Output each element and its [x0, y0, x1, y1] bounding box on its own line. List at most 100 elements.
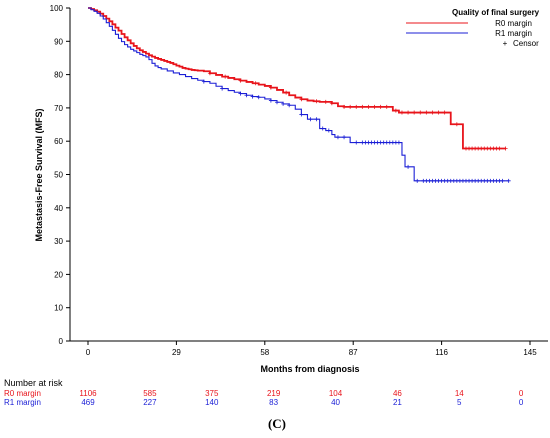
series-layer — [88, 7, 509, 182]
risk-count: 46 — [393, 389, 402, 398]
censor-mark — [256, 95, 261, 100]
censor-mark — [253, 81, 258, 86]
legend-censor-label: Censor — [513, 39, 539, 48]
censor-mark — [354, 140, 359, 145]
legend-label-r0: R0 margin — [495, 19, 532, 28]
censor-mark — [406, 164, 411, 169]
censor-mark — [281, 101, 286, 106]
y-tick-label: 90 — [54, 37, 63, 46]
risk-count: 104 — [329, 389, 343, 398]
censor-mark — [268, 85, 273, 90]
censor-mark — [314, 99, 319, 104]
y-tick-label: 70 — [54, 104, 63, 113]
censor-mark — [497, 146, 502, 151]
censor-mark — [396, 140, 401, 145]
y-tick-label: 30 — [54, 237, 63, 246]
censor-mark — [412, 110, 417, 115]
y-tick-label: 40 — [54, 204, 63, 213]
censor-mark — [406, 110, 411, 115]
censor-mark — [393, 108, 398, 113]
censor-mark — [326, 128, 331, 133]
censor-mark — [201, 79, 206, 84]
censor-mark — [238, 91, 243, 96]
x-tick-label: 87 — [349, 348, 358, 357]
x-tick-label: 145 — [523, 348, 537, 357]
censor-mark — [442, 110, 447, 115]
censor-mark — [415, 178, 420, 183]
censor-mark — [284, 90, 289, 95]
y-tick-label: 10 — [54, 304, 63, 313]
censor-mark — [418, 110, 423, 115]
y-tick-label: 50 — [54, 171, 63, 180]
censor-mark — [506, 178, 511, 183]
axes: 0 10 20 30 40 50 60 70 80 90 100 0 29 58 87 116 145 — [50, 4, 548, 357]
risk-count: 469 — [81, 398, 95, 407]
x-tick-label: 29 — [172, 348, 181, 357]
risk-count: 227 — [143, 398, 157, 407]
censor-mark — [329, 101, 334, 106]
censor-mark — [372, 104, 377, 109]
y-tick-label: 0 — [59, 337, 64, 346]
censor-mark — [220, 86, 225, 91]
y-tick-label: 100 — [50, 4, 64, 13]
censor-mark — [314, 117, 319, 122]
risk-table-rows: R0 margin 1106 585 375 219 104 46 14 0 R1 margin 4… — [4, 389, 524, 407]
censor-mark — [360, 104, 365, 109]
legend-censor-symbol: + — [503, 39, 508, 48]
censor-mark — [320, 126, 325, 131]
censor-mark — [503, 146, 508, 151]
censor-mark — [436, 110, 441, 115]
legend-label-r1: R1 margin — [495, 29, 532, 38]
censor-mark — [287, 103, 292, 108]
censor-layer — [201, 71, 511, 183]
risk-count: 83 — [269, 398, 278, 407]
risk-count: 140 — [205, 398, 219, 407]
risk-count: 0 — [519, 398, 524, 407]
censor-mark — [378, 104, 383, 109]
risk-table: Number at risk R0 margin 1106 585 375 219 104… — [4, 378, 524, 407]
x-tick-label: 116 — [435, 348, 448, 357]
risk-count: 5 — [457, 398, 462, 407]
y-tick-label: 60 — [54, 137, 63, 146]
risk-count: 585 — [143, 389, 157, 398]
series-line-r0-margin — [88, 7, 506, 150]
x-axis-title: Months from diagnosis — [261, 364, 360, 374]
y-tick-label: 80 — [54, 71, 63, 80]
risk-count: 1106 — [79, 389, 97, 398]
censor-mark — [335, 135, 340, 140]
censor-mark — [308, 117, 313, 122]
censor-mark — [500, 178, 505, 183]
censor-mark — [342, 104, 347, 109]
risk-count: 219 — [267, 389, 281, 398]
censor-mark — [238, 78, 243, 83]
censor-mark — [268, 98, 273, 103]
censor-mark — [354, 104, 359, 109]
censor-mark — [430, 110, 435, 115]
censor-mark — [299, 112, 304, 117]
censor-mark — [274, 100, 279, 105]
censor-mark — [207, 71, 212, 76]
censor-mark — [342, 135, 347, 140]
risk-count: 40 — [331, 398, 340, 407]
legend: Quality of final surgery R0 margin R1 ma… — [406, 8, 540, 48]
risk-row-label: R1 margin — [4, 398, 41, 407]
x-tick-label: 0 — [86, 348, 91, 357]
risk-table-title: Number at risk — [4, 378, 63, 388]
risk-count: 375 — [205, 389, 219, 398]
censor-mark — [250, 94, 255, 99]
y-tick-label: 20 — [54, 270, 63, 279]
series-line-r1-margin — [88, 7, 509, 182]
censor-mark — [424, 110, 429, 115]
censor-mark — [223, 74, 228, 79]
x-axis-ticks: 0 29 58 87 116 145 — [86, 341, 537, 357]
censor-mark — [244, 93, 249, 98]
risk-count: 0 — [519, 389, 524, 398]
censor-mark — [366, 104, 371, 109]
y-axis-ticks: 0 10 20 30 40 50 60 70 80 90 100 — [50, 4, 70, 346]
censor-mark — [454, 122, 459, 127]
x-tick-label: 58 — [260, 348, 269, 357]
censor-mark — [384, 104, 389, 109]
risk-row-label: R0 margin — [4, 389, 41, 398]
censor-mark — [299, 97, 304, 102]
